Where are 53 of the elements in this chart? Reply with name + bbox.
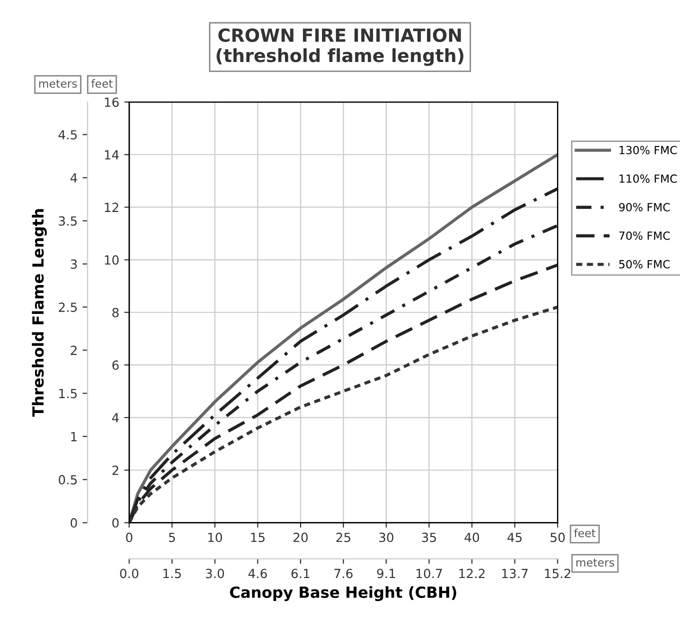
legend-label: 130% FMC — [620, 146, 677, 154]
y-tick-label: 12 — [104, 202, 118, 212]
y2-tick-label: 1.5 — [59, 388, 77, 398]
y-tick-label: 2 — [112, 466, 118, 475]
legend-label: 110% FMC — [620, 174, 677, 183]
y-tick-label: 8 — [112, 308, 119, 318]
legend-label: 90% FMC — [619, 202, 670, 212]
x-tick-label: 0 — [126, 532, 132, 542]
x2-tick-label: 10.7 — [416, 568, 442, 578]
x-tick-label: 5 — [169, 532, 175, 542]
x-tick-label: 35 — [422, 532, 436, 542]
x-tick-label: 20 — [294, 532, 308, 542]
y-tick-label: 0 — [112, 518, 119, 528]
y-tick-label: 14 — [104, 150, 119, 160]
chart-title: CROWN FIRE INITIATION (threshold flame length) — [216, 28, 464, 66]
text: feet — [91, 79, 113, 88]
y-tick-label: 10 — [104, 255, 119, 265]
y2-tick-label: 4.5 — [58, 130, 77, 140]
x-tick-label: 45 — [507, 532, 522, 542]
y2-tick-label: 0 — [70, 518, 77, 528]
y2-tick-label: 3.5 — [58, 216, 77, 226]
y2-tick-label: 3 — [70, 259, 77, 269]
legend-label: 70% FMC — [619, 231, 670, 240]
x2-tick-label: 6.1 — [291, 568, 310, 578]
y2-tick-label: 1 — [71, 432, 77, 442]
x2-tick-label: 13.7 — [502, 568, 528, 578]
text: meters — [39, 80, 77, 88]
x-tick-label: 30 — [379, 532, 394, 542]
y-tick-label: 6 — [112, 360, 119, 370]
y2-tick-label: 2.5 — [58, 302, 77, 312]
y-tick-label: 16 — [104, 98, 119, 107]
x-tick-label: 40 — [464, 532, 480, 542]
text: meters — [576, 558, 614, 567]
y2-axis-title: Threshold Flame Length — [32, 209, 47, 417]
x-tick-label: 50 — [550, 532, 565, 542]
x2-tick-label: 7.6 — [334, 568, 353, 578]
x2-tick-label: 15.2 — [545, 568, 570, 578]
x-tick-label: 10 — [208, 532, 222, 542]
x2-tick-label: 3.0 — [206, 568, 224, 578]
y-tick-label: 4 — [112, 413, 119, 422]
x-tick-label: 15 — [251, 532, 265, 542]
x2-tick-label: 4.6 — [248, 568, 267, 578]
y2-tick-label: 0.5 — [58, 475, 77, 485]
legend-label: 50% FMC — [619, 260, 670, 268]
x2-tick-label: 12.2 — [459, 568, 485, 578]
y2-tick-label: 4 — [70, 173, 78, 182]
x2-tick-label: 0.0 — [120, 568, 138, 578]
x2-tick-label: 9.1 — [377, 568, 396, 578]
text: feet — [574, 528, 596, 538]
y2-tick-label: 2 — [70, 346, 77, 355]
x-axis-title: Canopy Base Height (CBH) — [230, 586, 456, 602]
x2-tick-label: 1.5 — [163, 568, 181, 578]
x-tick-label: 25 — [336, 532, 350, 542]
